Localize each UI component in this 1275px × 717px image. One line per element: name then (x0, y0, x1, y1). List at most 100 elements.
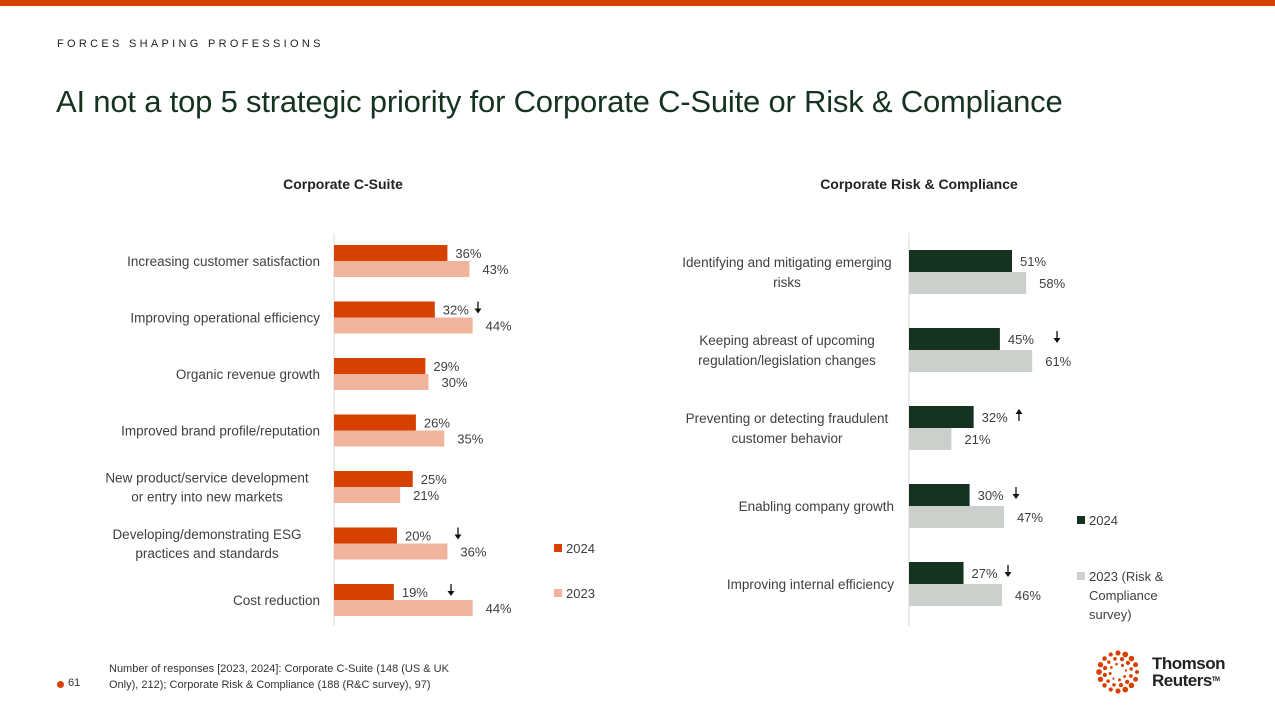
risk-compliance-bar-2023 (909, 428, 952, 450)
risk-compliance-bar-2023 (909, 584, 1002, 606)
c-suite-bar-2023 (334, 374, 429, 390)
c-suite-data-label: 32% (443, 303, 469, 318)
c-suite-category-label: Developing/demonstrating ESG (112, 527, 301, 542)
c-suite-bar-2023 (334, 430, 445, 447)
logo-dot (1125, 660, 1131, 665)
risk-compliance-legend-swatch (1077, 572, 1085, 580)
c-suite-bar-2023 (334, 317, 473, 334)
risk-compliance-category-label: Enabling company growth (739, 499, 894, 514)
logo-dot (1110, 666, 1113, 669)
risk-compliance-data-label: 30% (978, 488, 1004, 503)
risk-compliance-bar-2023 (909, 272, 1027, 294)
c-suite-data-label: 43% (482, 262, 508, 277)
chart-title-risk-compliance: Corporate Risk & Compliance (820, 176, 1018, 192)
c-suite-bar-2024 (334, 245, 448, 261)
logo-dot (1106, 679, 1110, 683)
trend-arrow-down-icon (474, 301, 482, 314)
risk-compliance-data-label: 46% (1015, 588, 1041, 603)
c-suite-data-label: 36% (455, 246, 481, 261)
c-suite-category-label: Cost reduction (233, 593, 320, 608)
logo-dot (1133, 676, 1139, 682)
page-number: 61 (68, 677, 81, 689)
c-suite-legend-label: 2023 (566, 586, 595, 601)
risk-compliance-data-label: 32% (982, 410, 1008, 425)
risk-compliance-legend-label: 2024 (1089, 513, 1118, 528)
c-suite-bar-2023 (334, 261, 470, 277)
risk-compliance-legend-label: survey) (1089, 607, 1132, 622)
c-suite-data-label: 19% (402, 585, 428, 600)
risk-compliance-category-label: Keeping abreast of upcoming (699, 333, 875, 348)
c-suite-legend-label: 2024 (566, 541, 595, 556)
risk-compliance-legend-swatch (1077, 516, 1085, 524)
logo-dot (1113, 657, 1117, 661)
risk-compliance-category-label: Preventing or detecting fraudulent (686, 411, 889, 426)
page-bullet-icon (57, 681, 64, 688)
risk-compliance-data-label: 61% (1045, 354, 1071, 369)
c-suite-bar-2023 (334, 487, 401, 503)
risk-compliance-bar-2024 (909, 328, 1000, 350)
risk-compliance-data-label: 27% (972, 566, 998, 581)
logo-dot (1125, 679, 1130, 685)
c-suite-bar-2024 (334, 414, 416, 431)
logo-dot (1112, 683, 1116, 687)
c-suite-category-label: Improved brand profile/reputation (121, 424, 320, 439)
logo-dot (1102, 656, 1107, 661)
c-suite-category-label: or entry into new markets (131, 490, 283, 505)
logo-dot (1129, 667, 1133, 671)
c-suite-category-label: practices and standards (135, 546, 279, 561)
trend-arrow-up-icon (1015, 409, 1023, 421)
section-eyebrow: FORCES SHAPING PROFESSIONS (57, 38, 324, 50)
logo-dot (1107, 660, 1111, 664)
c-suite-data-label: 44% (486, 601, 512, 616)
logo-dot (1108, 687, 1113, 692)
logo-dot (1123, 675, 1127, 678)
risk-compliance-category-label: Improving internal efficiency (727, 577, 894, 592)
risk-compliance-data-label: 45% (1008, 332, 1034, 347)
logo-dot (1133, 662, 1139, 668)
c-suite-bar-2024 (334, 584, 394, 600)
risk-compliance-category-label: regulation/legislation changes (698, 353, 876, 368)
thomson-reuters-logo-icon (1096, 650, 1139, 694)
footnote: Number of responses [2023, 2024]: Corpor… (109, 663, 449, 691)
trend-arrow-down-icon (447, 584, 455, 596)
logo-dot (1128, 682, 1135, 689)
logo-dot (1102, 672, 1107, 678)
brand-line-2: Reuters (1152, 671, 1212, 690)
risk-compliance-bar-2024 (909, 250, 1013, 272)
logo-dot (1112, 677, 1115, 680)
risk-compliance-bar-2024 (909, 562, 964, 584)
page-title: AI not a top 5 strategic priority for Co… (56, 84, 1063, 119)
risk-compliance-legend-label: Compliance (1089, 588, 1158, 603)
risk-compliance-category-label: risks (773, 275, 801, 290)
risk-compliance-data-label: 58% (1039, 276, 1065, 291)
logo-dot (1128, 655, 1135, 662)
trend-arrow-down-icon (454, 527, 462, 540)
c-suite-data-label: 25% (421, 472, 447, 487)
c-suite-category-label: New product/service development (105, 471, 309, 486)
trademark: TM (1211, 677, 1220, 683)
brand-logo-text: Thomson ReutersTM (1152, 655, 1226, 690)
logo-dot (1102, 665, 1108, 671)
c-suite-legend-swatch (554, 544, 562, 552)
c-suite-category-label: Organic revenue growth (176, 367, 320, 382)
logo-dot (1102, 683, 1107, 688)
c-suite-data-label: 29% (433, 359, 459, 374)
c-suite-data-label: 21% (413, 488, 439, 503)
top-accent-bar (0, 0, 1275, 6)
risk-compliance-bar-2023 (909, 506, 1004, 528)
risk-compliance-data-label: 47% (1017, 510, 1043, 525)
logo-dot (1108, 652, 1113, 657)
risk-compliance-category-label: Identifying and mitigating emerging (682, 255, 891, 270)
c-suite-bar-2024 (334, 358, 426, 374)
c-suite-data-label: 26% (424, 416, 450, 431)
c-suite-data-label: 20% (405, 529, 431, 544)
logo-dot (1135, 670, 1139, 674)
risk-compliance-data-label: 51% (1020, 254, 1046, 269)
risk-compliance-bar-2024 (909, 484, 970, 506)
risk-compliance-legend-label: 2023 (Risk & (1089, 569, 1164, 584)
logo-dot (1120, 663, 1125, 667)
c-suite-category-label: Improving operational efficiency (130, 311, 320, 326)
logo-dot (1122, 686, 1129, 693)
c-suite-bar-2024 (334, 301, 435, 318)
